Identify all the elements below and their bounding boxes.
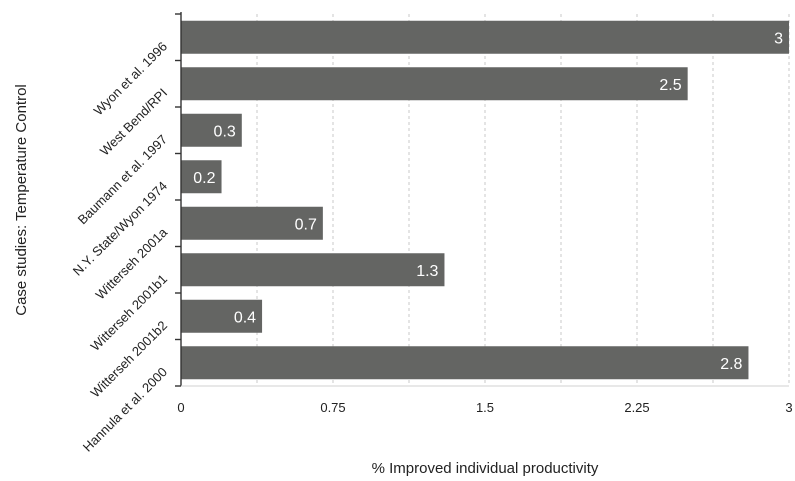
- bar: [181, 253, 445, 287]
- x-tick-label: 2.25: [624, 400, 649, 415]
- category-label: Hannula et al. 2000: [80, 364, 170, 454]
- bar: [181, 299, 263, 333]
- x-tick-labels: 0 0.75 1.5 2.25 3: [177, 400, 792, 415]
- bar: [181, 67, 688, 101]
- bar-data-label: 0.4: [234, 309, 256, 326]
- bar: [181, 113, 242, 147]
- bar: [181, 160, 222, 194]
- bar: [181, 346, 749, 380]
- x-tick-label: 3: [785, 400, 792, 415]
- bar-data-label: 3: [774, 30, 783, 47]
- bar-data-label: 0.2: [193, 170, 215, 187]
- bar: [181, 20, 789, 54]
- x-tick-label: 0: [177, 400, 184, 415]
- x-axis-title: % Improved individual productivity: [372, 460, 599, 477]
- bar-data-label: 2.8: [720, 356, 742, 373]
- bar: [181, 206, 323, 240]
- bar-data-label: 0.7: [295, 216, 317, 233]
- category-label: Baumann et al. 1997: [75, 132, 170, 227]
- x-tick-label: 1.5: [476, 400, 494, 415]
- axes: [175, 12, 789, 387]
- bar-data-label: 0.3: [214, 123, 236, 140]
- y-axis-title: Case studies: Temperature Control: [13, 84, 30, 316]
- bar-data-label: 1.3: [416, 263, 438, 280]
- x-tick-label: 0.75: [320, 400, 345, 415]
- bars: 3 2.5 0.3 0.2 0.7 1.3 0.4 2.8: [181, 20, 789, 380]
- bar-data-label: 2.5: [659, 77, 681, 94]
